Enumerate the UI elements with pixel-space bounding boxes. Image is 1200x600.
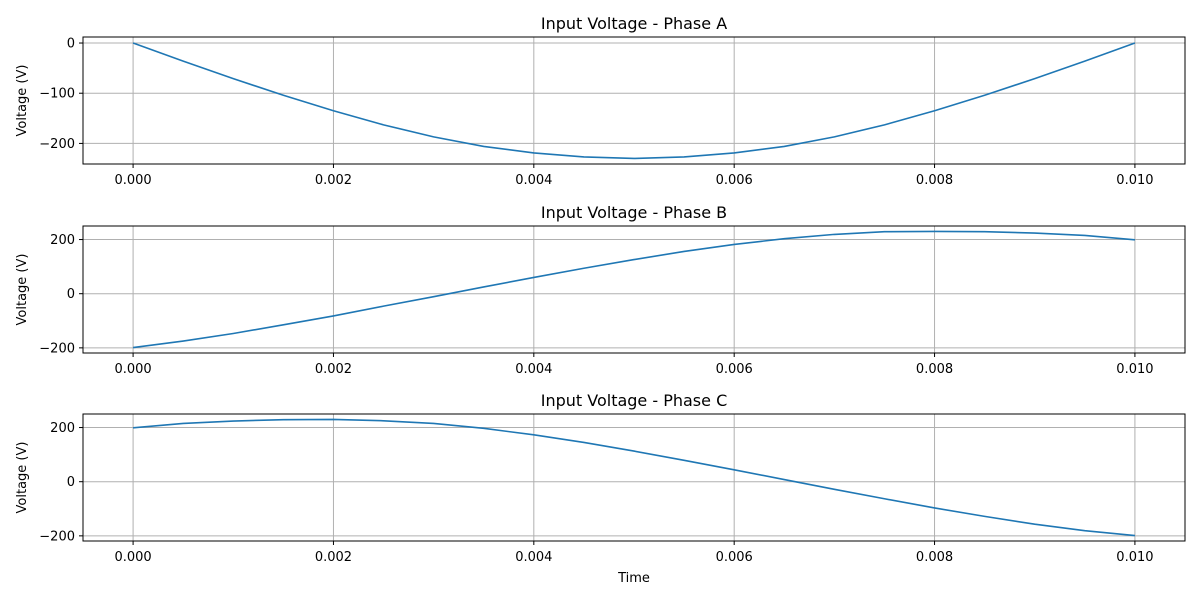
line-layer xyxy=(133,418,1135,537)
x-tick-label: 0.002 xyxy=(315,362,352,377)
voltage-series-line xyxy=(133,418,1135,537)
x-tick-label: 0.000 xyxy=(114,362,151,377)
subplot-phase-a: 0.000 0.002 0.004 0.006 0.008 0.0100−100−200 … xyxy=(15,14,1186,188)
x-tick-label: 0.004 xyxy=(515,550,552,565)
voltage-series-line xyxy=(132,230,1135,349)
x-tick-label: 0.010 xyxy=(1116,362,1153,377)
subplot-title: Input Voltage - Phase B xyxy=(541,203,727,222)
tick-layer: 0.000 0.002 0.004 0.006 0.008 0.010 200 0 −200 xyxy=(39,233,1153,377)
y-tick-label: −200 xyxy=(39,529,75,544)
x-tick-label: 0.000 xyxy=(114,173,151,188)
x-tick-label: 0.002 xyxy=(315,173,352,188)
y-tick-label: 200 xyxy=(50,233,75,248)
x-tick-label: 0.006 xyxy=(716,550,753,565)
x-axis-label: Time xyxy=(617,571,650,586)
y-axis-label: Voltage (V) xyxy=(15,65,30,137)
x-tick-label: 0.008 xyxy=(916,550,953,565)
line-layer xyxy=(132,42,1136,160)
y-tick-label: 0 xyxy=(67,37,75,52)
y-tick-label: 200 xyxy=(50,421,75,436)
subplot-title: Input Voltage - Phase C xyxy=(541,391,728,410)
y-axis-label: Voltage (V) xyxy=(15,442,30,514)
x-tick-label: 0.000 xyxy=(114,550,151,565)
grid-layer xyxy=(83,226,1185,353)
x-tick-label: 0.004 xyxy=(515,173,552,188)
y-tick-label: −200 xyxy=(39,137,75,152)
subplot-title: Input Voltage - Phase A xyxy=(541,14,727,33)
voltage-series-line xyxy=(132,42,1136,160)
x-tick-label: 0.006 xyxy=(716,173,753,188)
y-tick-label: 0 xyxy=(67,475,75,490)
subplot-phase-b: 0.000 0.002 0.004 0.006 0.008 0.010 200 0 −200 I… xyxy=(15,203,1186,377)
x-tick-label: 0.004 xyxy=(515,362,552,377)
grid-layer xyxy=(83,37,1185,164)
tick-layer: 0.000 0.002 0.004 0.006 0.008 0.010 0 −100 −200 xyxy=(39,37,1153,188)
y-tick-label: 0 xyxy=(67,287,75,302)
x-tick-label: 0.010 xyxy=(1116,550,1153,565)
y-axis-label: Voltage (V) xyxy=(15,254,30,326)
subplot-phase-c: 0.000 0.002 0.004 0.006 0.008 0.010 200 0 −200 I… xyxy=(15,391,1186,586)
x-tick-label: 0.002 xyxy=(315,550,352,565)
tick-layer: 0.000 0.002 0.004 0.006 0.008 0.010 200 0 −200 xyxy=(39,421,1153,565)
line-layer xyxy=(132,230,1135,349)
x-tick-label: 0.008 xyxy=(916,362,953,377)
plot-frame xyxy=(82,225,1186,354)
y-tick-label: −200 xyxy=(39,341,75,356)
x-tick-label: 0.008 xyxy=(916,173,953,188)
x-tick-label: 0.006 xyxy=(716,362,753,377)
x-tick-label: 0.010 xyxy=(1116,173,1153,188)
plot-frame xyxy=(82,36,1186,165)
y-tick-label: −100 xyxy=(39,87,75,102)
plot-frame xyxy=(82,413,1186,542)
